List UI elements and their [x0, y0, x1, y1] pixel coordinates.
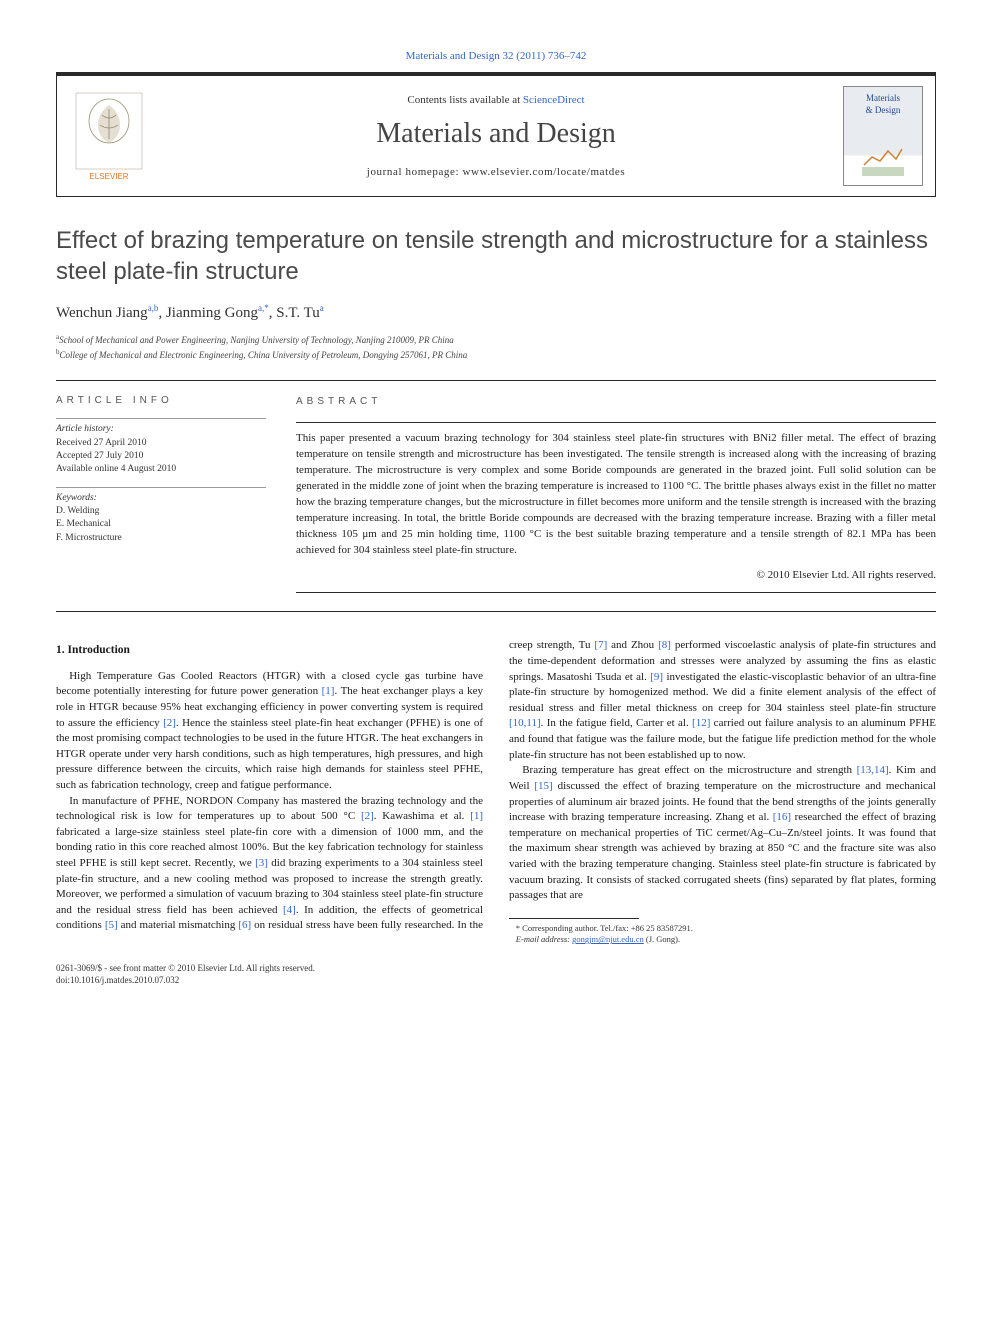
author-2: Jianming Gong	[166, 305, 258, 321]
keyword-2: E. Mechanical	[56, 518, 266, 531]
email-who: (J. Gong).	[644, 934, 680, 944]
email-label: E-mail address:	[516, 934, 572, 944]
para-4: Brazing temperature has great effect on …	[509, 763, 936, 903]
abstract-rule	[296, 422, 936, 423]
contents-available: Contents lists available at ScienceDirec…	[407, 94, 584, 106]
author-1-sup: a,b	[148, 303, 159, 313]
author-1: Wenchun Jiang	[56, 305, 148, 321]
history-label: Article history:	[56, 423, 266, 436]
article-history: Article history: Received 27 April 2010 …	[56, 418, 266, 476]
abstract-head: ABSTRACT	[296, 395, 936, 410]
abstract-block: ABSTRACT This paper presented a vacuum b…	[296, 395, 936, 593]
corr-author-line: * Corresponding author. Tel./fax: +86 25…	[509, 923, 936, 934]
cover-title-1: Materials	[866, 93, 900, 103]
ref-3[interactable]: [3]	[255, 857, 268, 869]
section-1-head: 1. Introduction	[56, 642, 483, 658]
corresponding-author-footnote: * Corresponding author. Tel./fax: +86 25…	[509, 923, 936, 946]
keyword-1: D. Welding	[56, 505, 266, 518]
ref-7[interactable]: [7]	[594, 639, 607, 651]
journal-title: Materials and Design	[376, 118, 616, 150]
ref-4[interactable]: [4]	[283, 904, 296, 916]
article-info-sidebar: ARTICLE INFO Article history: Received 2…	[56, 395, 266, 593]
copyright-line: © 2010 Elsevier Ltd. All rights reserved…	[296, 568, 936, 584]
ref-2b[interactable]: [2]	[361, 810, 374, 822]
abstract-rule-bottom	[296, 592, 936, 593]
author-2-sup: a,*	[258, 303, 269, 313]
homepage-url: www.elsevier.com/locate/matdes	[463, 166, 626, 178]
ref-6[interactable]: [6]	[238, 919, 251, 931]
ref-16[interactable]: [16]	[773, 811, 791, 823]
journal-cover-thumbnail: Materials & Design	[843, 86, 923, 186]
history-accepted: Accepted 27 July 2010	[56, 450, 266, 463]
authors-line: Wenchun Jianga,b, Jianming Gonga,*, S.T.…	[56, 303, 936, 322]
cover-title-2: & Design	[866, 105, 901, 115]
article-info-head: ARTICLE INFO	[56, 395, 266, 406]
footnote-separator	[509, 918, 639, 919]
affiliations: aSchool of Mechanical and Power Engineer…	[56, 332, 936, 362]
corr-email-link[interactable]: gongjm@njut.edu.cn	[572, 934, 644, 944]
sciencedirect-link[interactable]: ScienceDirect	[523, 94, 585, 106]
keyword-3: F. Microstructure	[56, 532, 266, 545]
ref-10-11[interactable]: [10,11]	[509, 717, 541, 729]
journal-header: ELSEVIER Contents lists available at Sci…	[56, 72, 936, 197]
body-columns: 1. Introduction High Temperature Gas Coo…	[56, 638, 936, 945]
doi-line: doi:10.1016/j.matdes.2010.07.032	[56, 974, 936, 986]
ref-9[interactable]: [9]	[650, 671, 663, 683]
ref-1b[interactable]: [1]	[470, 810, 483, 822]
ref-8[interactable]: [8]	[658, 639, 671, 651]
affiliation-a: School of Mechanical and Power Engineeri…	[59, 335, 454, 345]
para-1: High Temperature Gas Cooled Reactors (HT…	[56, 669, 483, 794]
keywords-block: Keywords: D. Welding E. Mechanical F. Mi…	[56, 487, 266, 545]
history-online: Available online 4 August 2010	[56, 463, 266, 476]
history-received: Received 27 April 2010	[56, 437, 266, 450]
journal-homepage: journal homepage: www.elsevier.com/locat…	[367, 166, 625, 178]
ref-5[interactable]: [5]	[105, 919, 118, 931]
ref-12[interactable]: [12]	[692, 717, 710, 729]
author-3: S.T. Tu	[276, 305, 320, 321]
ref-15[interactable]: [15]	[534, 780, 552, 792]
keywords-label: Keywords:	[56, 492, 266, 505]
abstract-text: This paper presented a vacuum brazing te…	[296, 431, 936, 559]
ref-1[interactable]: [1]	[322, 685, 335, 697]
doi-block: 0261-3069/$ - see front matter © 2010 El…	[56, 962, 936, 986]
svg-text:ELSEVIER: ELSEVIER	[89, 172, 128, 181]
homepage-prefix: journal homepage:	[367, 166, 463, 178]
divider-bottom	[56, 611, 936, 612]
author-3-sup: a	[320, 303, 324, 313]
ref-2[interactable]: [2]	[163, 717, 176, 729]
contents-prefix: Contents lists available at	[407, 94, 522, 106]
journal-citation: Materials and Design 32 (2011) 736–742	[56, 50, 936, 62]
divider-top	[56, 380, 936, 381]
affiliation-b: College of Mechanical and Electronic Eng…	[60, 350, 468, 360]
elsevier-logo-icon: ELSEVIER	[69, 86, 149, 186]
ref-13-14[interactable]: [13,14]	[857, 764, 889, 776]
article-title: Effect of brazing temperature on tensile…	[56, 225, 936, 287]
issn-line: 0261-3069/$ - see front matter © 2010 El…	[56, 962, 936, 974]
